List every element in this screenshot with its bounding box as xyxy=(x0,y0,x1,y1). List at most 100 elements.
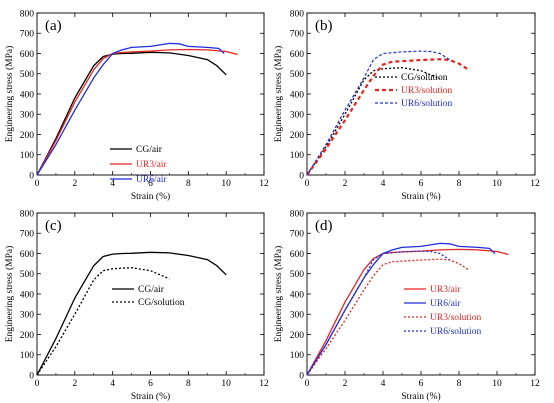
y-tick-label: 300 xyxy=(20,111,35,121)
legend-label: UR6/solution xyxy=(430,327,481,337)
y-tick-label: 400 xyxy=(20,90,35,100)
x-tick-label: 6 xyxy=(419,379,424,389)
x-tick-label: 4 xyxy=(381,379,386,389)
x-tick-label: 12 xyxy=(259,179,269,189)
series-line-cg-solution xyxy=(306,67,441,176)
x-tick-label: 12 xyxy=(530,379,540,389)
series-line-ur3-solution xyxy=(306,258,469,376)
x-tick-label: 2 xyxy=(72,179,77,189)
y-tick-label: 800 xyxy=(290,9,305,19)
x-tick-label: 2 xyxy=(343,179,348,189)
y-tick-label: 300 xyxy=(20,311,35,321)
x-tick-label: 10 xyxy=(492,379,502,389)
series-line-ur3-solution xyxy=(306,58,470,176)
panel-label: (c) xyxy=(45,218,62,234)
series-line-ur6-air xyxy=(36,42,225,176)
x-tick-label: 4 xyxy=(110,179,115,189)
y-axis-label: Engineering stress (MPa) xyxy=(4,46,15,143)
y-tick-label: 0 xyxy=(299,371,304,381)
y-tick-label: 500 xyxy=(20,70,35,80)
y-tick-label: 200 xyxy=(20,131,35,141)
x-tick-label: 0 xyxy=(305,179,310,189)
legend-label: CG/air xyxy=(138,285,165,295)
y-tick-label: 300 xyxy=(290,311,305,321)
y-tick-label: 700 xyxy=(290,230,305,240)
y-tick-label: 100 xyxy=(290,351,305,361)
y-tick-label: 200 xyxy=(20,331,35,341)
y-axis-label: Engineering stress (MPa) xyxy=(273,246,284,343)
y-tick-label: 800 xyxy=(20,9,35,19)
x-tick-label: 10 xyxy=(492,179,502,189)
x-tick-label: 6 xyxy=(148,379,153,389)
y-axis-label: Engineering stress (MPa) xyxy=(4,246,15,343)
series-line-cg-air xyxy=(36,251,227,376)
series-line-ur6-solution xyxy=(306,50,450,176)
y-tick-label: 100 xyxy=(20,351,35,361)
y-tick-label: 100 xyxy=(20,151,35,161)
x-tick-label: 10 xyxy=(221,379,231,389)
legend-label: UR3/air xyxy=(430,285,461,295)
x-tick-label: 0 xyxy=(35,379,40,389)
y-tick-label: 600 xyxy=(290,250,305,260)
x-tick-label: 4 xyxy=(381,179,386,189)
y-tick-label: 600 xyxy=(20,50,35,60)
y-tick-label: 500 xyxy=(290,270,305,280)
legend-label: CG/solution xyxy=(138,298,185,308)
y-tick-label: 700 xyxy=(20,230,35,240)
legend-label: CG/solution xyxy=(401,73,448,83)
series-line-cg-solution xyxy=(36,267,170,376)
plot-frame xyxy=(306,212,536,376)
x-tick-label: 8 xyxy=(457,179,462,189)
series-line-ur3-air xyxy=(306,248,509,376)
series-line-ur6-air xyxy=(306,242,496,376)
y-axis-label: Engineering stress (MPa) xyxy=(273,46,284,143)
panel-b: 0 2 4 6 8 10 12 0 100 200 300 400 500 600 700 800 Strain… xyxy=(273,9,540,202)
y-tick-label: 100 xyxy=(290,151,305,161)
x-tick-label: 12 xyxy=(259,379,269,389)
x-tick-label: 2 xyxy=(72,379,77,389)
y-tick-label: 0 xyxy=(299,171,304,181)
x-tick-label: 6 xyxy=(148,179,153,189)
x-tick-label: 8 xyxy=(457,379,462,389)
y-tick-label: 800 xyxy=(20,209,35,219)
y-tick-label: 500 xyxy=(20,270,35,280)
series-line-cg-air xyxy=(36,51,227,176)
y-tick-label: 200 xyxy=(290,331,305,341)
y-tick-label: 700 xyxy=(290,30,305,40)
y-tick-label: 500 xyxy=(290,70,305,80)
x-axis-label: Strain (%) xyxy=(131,391,170,402)
y-tick-label: 400 xyxy=(20,290,35,300)
series-line-ur3-air xyxy=(36,48,238,176)
x-tick-label: 12 xyxy=(530,179,540,189)
panel-a: 0 2 4 6 8 10 12 0 100 200 300 400 500 600 700 800 Strain… xyxy=(4,9,269,202)
x-tick-label: 8 xyxy=(186,179,191,189)
legend-label: CG/air xyxy=(136,145,163,155)
y-tick-label: 600 xyxy=(290,50,305,60)
panel-label: (d) xyxy=(315,218,333,234)
y-tick-label: 200 xyxy=(290,131,305,141)
x-tick-label: 2 xyxy=(343,379,348,389)
x-axis-label: Strain (%) xyxy=(401,191,440,202)
panel-label: (b) xyxy=(315,18,333,34)
legend-label: UR6/air xyxy=(430,299,461,309)
x-tick-label: 0 xyxy=(305,379,310,389)
panel-c: 0 2 4 6 8 10 12 0 100 200 300 400 500 600 700 800 Strain… xyxy=(4,209,269,402)
y-tick-label: 0 xyxy=(29,171,34,181)
legend-label: UR6/air xyxy=(136,175,167,185)
legend-label: UR3/solution xyxy=(401,86,452,96)
x-axis-label: Strain (%) xyxy=(401,391,440,402)
y-tick-label: 800 xyxy=(290,209,305,219)
panel-label: (a) xyxy=(45,18,62,34)
y-tick-label: 0 xyxy=(29,371,34,381)
y-tick-label: 600 xyxy=(20,250,35,260)
x-axis-label: Strain (%) xyxy=(131,191,170,202)
legend-label: UR6/solution xyxy=(401,99,452,109)
legend-label: UR3/air xyxy=(136,160,167,170)
x-tick-label: 8 xyxy=(186,379,191,389)
y-tick-label: 700 xyxy=(20,30,35,40)
y-tick-label: 400 xyxy=(290,90,305,100)
x-tick-label: 0 xyxy=(35,179,40,189)
x-tick-label: 10 xyxy=(221,179,231,189)
y-tick-label: 400 xyxy=(290,290,305,300)
